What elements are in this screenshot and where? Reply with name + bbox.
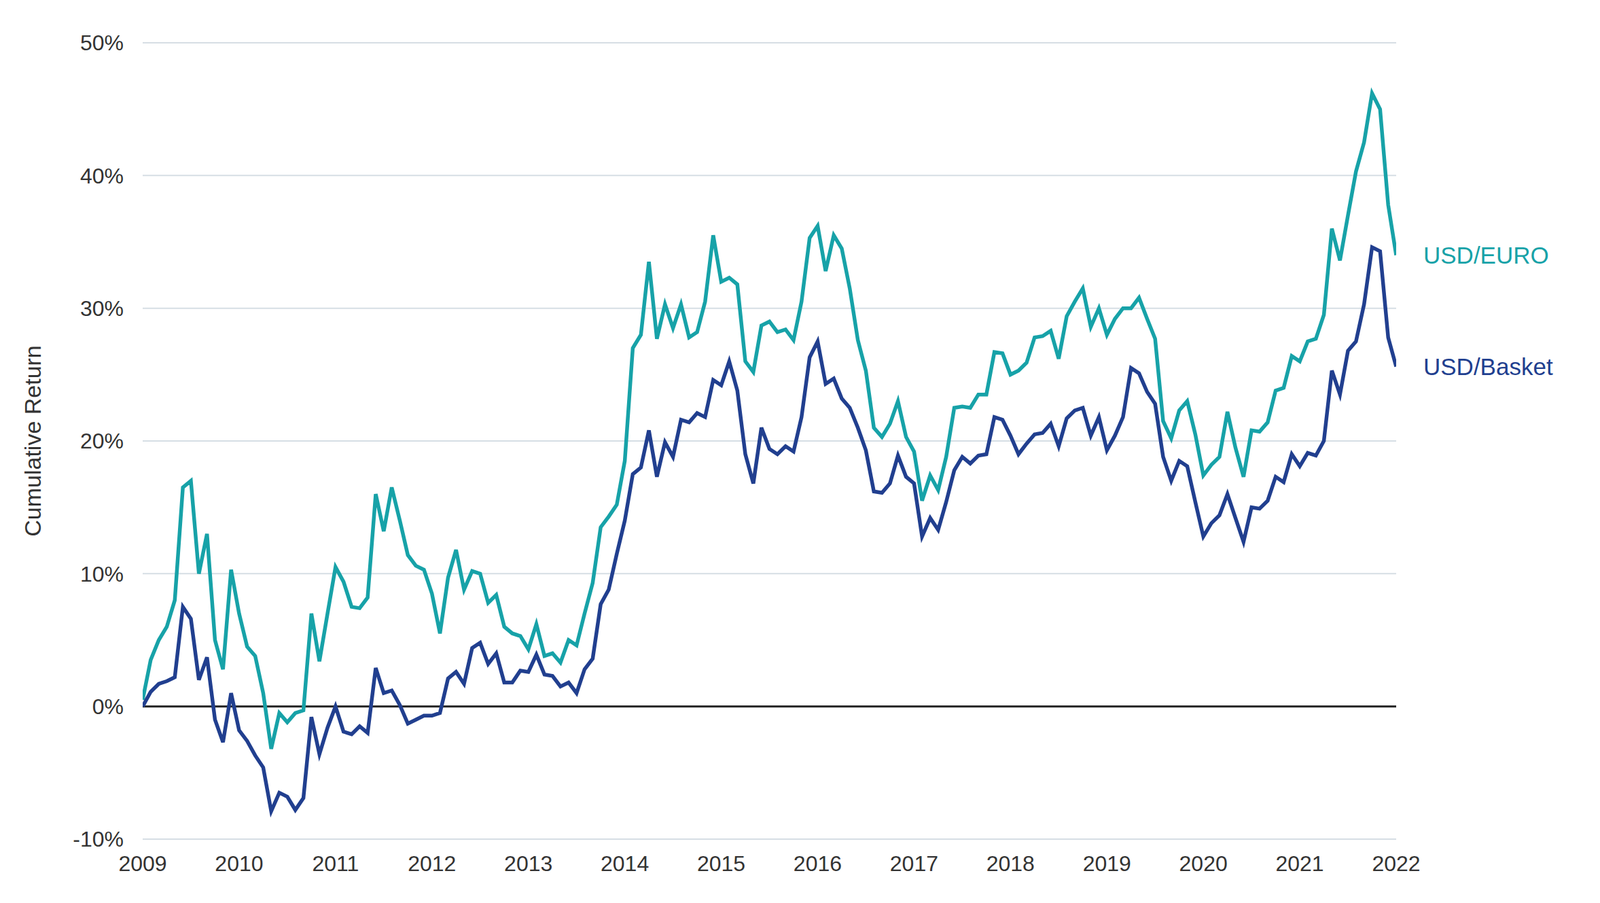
svg-text:30%: 30% — [80, 296, 124, 321]
svg-text:2013: 2013 — [504, 851, 553, 876]
svg-text:2014: 2014 — [600, 851, 649, 876]
svg-text:50%: 50% — [80, 30, 124, 56]
svg-text:2016: 2016 — [793, 851, 842, 876]
svg-text:USD/Basket: USD/Basket — [1423, 353, 1554, 380]
svg-text:2010: 2010 — [214, 851, 263, 876]
svg-text:2020: 2020 — [1179, 851, 1228, 876]
svg-text:10%: 10% — [80, 561, 124, 587]
svg-text:USD/EURO: USD/EURO — [1423, 241, 1550, 269]
svg-text:2009: 2009 — [118, 851, 167, 876]
svg-text:2017: 2017 — [890, 851, 939, 876]
svg-text:2022: 2022 — [1371, 851, 1420, 876]
svg-text:-10%: -10% — [72, 826, 124, 852]
svg-text:Cumulative Return: Cumulative Return — [19, 345, 46, 537]
svg-text:2019: 2019 — [1082, 851, 1132, 876]
svg-text:2021: 2021 — [1275, 851, 1324, 876]
svg-text:2018: 2018 — [986, 851, 1035, 876]
svg-text:0%: 0% — [92, 694, 124, 719]
svg-text:40%: 40% — [80, 163, 124, 189]
svg-text:2015: 2015 — [697, 851, 746, 876]
svg-text:2011: 2011 — [311, 851, 359, 876]
svg-text:20%: 20% — [80, 428, 124, 454]
svg-text:2012: 2012 — [407, 851, 456, 876]
